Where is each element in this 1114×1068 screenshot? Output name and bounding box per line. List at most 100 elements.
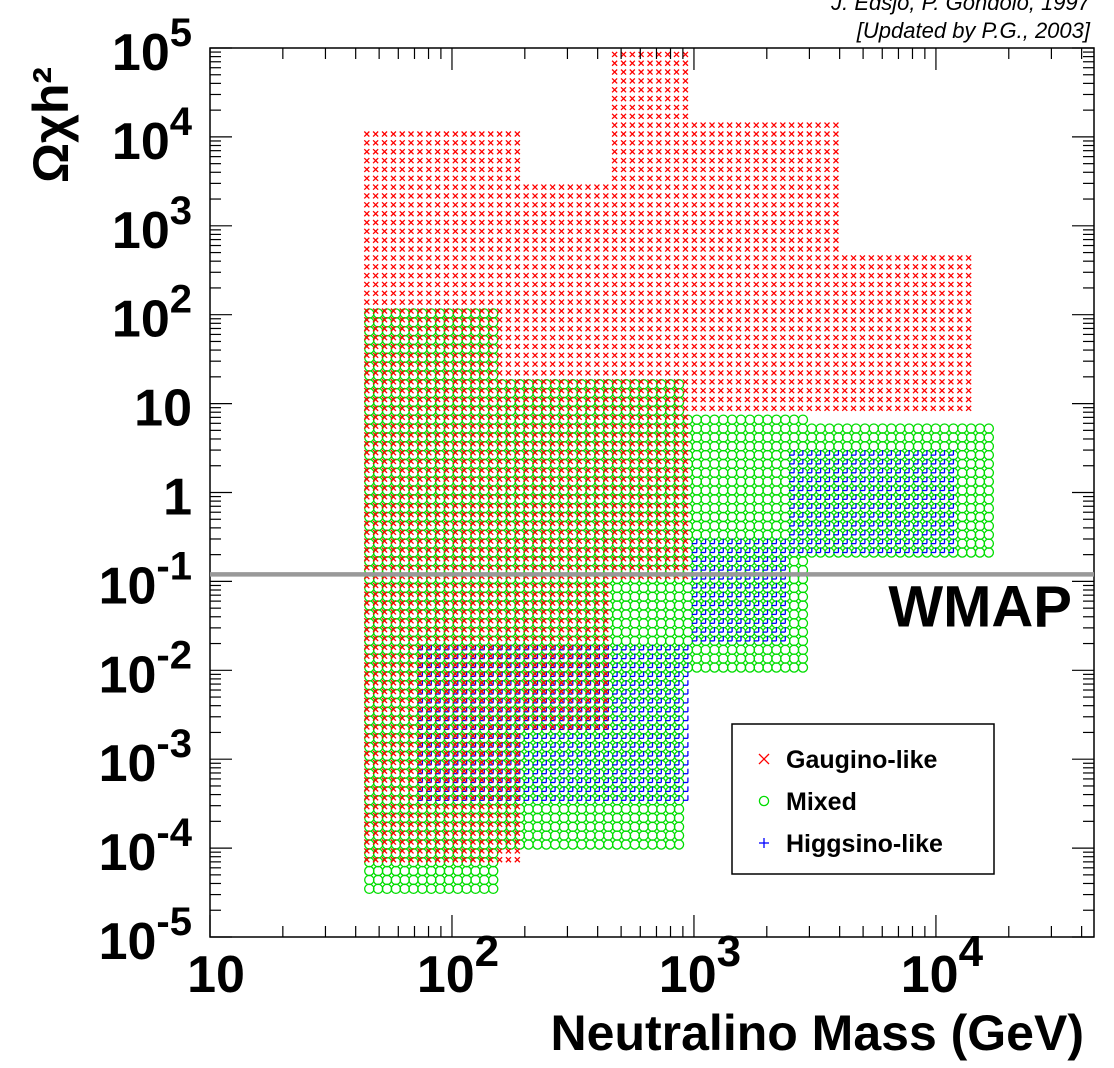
- data-point: [399, 883, 410, 895]
- data-point: [372, 201, 379, 208]
- data-point: [957, 547, 968, 558]
- data-point: [594, 821, 605, 833]
- data-point: [797, 662, 809, 673]
- data-point: [700, 476, 711, 487]
- data-point: [735, 467, 747, 479]
- data-point: [638, 839, 649, 850]
- data-point: [762, 467, 773, 479]
- data-point: [718, 511, 729, 523]
- data-point: [487, 131, 494, 138]
- data-point: [824, 423, 835, 434]
- data-point: [629, 582, 641, 594]
- data-point: [788, 414, 800, 425]
- data-point: [416, 139, 423, 146]
- data-point: [753, 432, 764, 443]
- data-point: [682, 591, 694, 602]
- data-point: [948, 423, 959, 434]
- data-point: [762, 511, 773, 523]
- data-point: [726, 432, 738, 443]
- data-point: [629, 812, 641, 824]
- data-point: [664, 821, 676, 833]
- data-point: [470, 192, 477, 199]
- data-point: [974, 476, 986, 487]
- data-point: [363, 166, 370, 173]
- data-point: [443, 131, 450, 138]
- data-point: [771, 449, 782, 461]
- data-point: [461, 272, 468, 279]
- data-point: [709, 511, 720, 523]
- data-point: [541, 839, 552, 850]
- data-point: [443, 139, 450, 146]
- data-point: [443, 157, 450, 164]
- data-point: [399, 237, 406, 244]
- data-point: [753, 414, 764, 425]
- data-point: [700, 653, 711, 664]
- data-point: [726, 529, 738, 541]
- data-point: [611, 618, 623, 629]
- data-point: [895, 441, 906, 452]
- data-point: [965, 432, 977, 443]
- data-point: [780, 511, 791, 523]
- data-point: [753, 423, 764, 434]
- data-point: [753, 653, 764, 664]
- data-point: [620, 609, 632, 620]
- data-point: [771, 432, 782, 443]
- data-point: [363, 254, 370, 261]
- data-point: [620, 830, 632, 841]
- data-point: [381, 290, 388, 297]
- data-point: [735, 449, 747, 461]
- data-point: [691, 662, 703, 673]
- data-point: [647, 626, 658, 638]
- data-point: [487, 210, 494, 217]
- data-point: [629, 591, 641, 602]
- data-point: [788, 635, 800, 647]
- data-point: [603, 812, 614, 824]
- data-point: [363, 157, 370, 164]
- data-point: [965, 476, 977, 487]
- data-point: [974, 547, 986, 558]
- data-point: [735, 485, 747, 496]
- data-point: [948, 432, 959, 443]
- data-point: [753, 662, 764, 673]
- data-point: [541, 803, 552, 815]
- data-point: [532, 830, 543, 841]
- data-point: [718, 467, 729, 479]
- data-point: [629, 839, 641, 850]
- data-point: [443, 201, 450, 208]
- data-point: [700, 458, 711, 470]
- data-point: [744, 432, 756, 443]
- data-point: [434, 237, 441, 244]
- data-point: [390, 192, 397, 199]
- data-point: [771, 441, 782, 452]
- data-point: [496, 148, 503, 155]
- data-point: [620, 626, 632, 638]
- data-point: [443, 228, 450, 235]
- data-point: [691, 467, 703, 479]
- data-point: [452, 228, 459, 235]
- data-point: [735, 662, 747, 673]
- data-point: [567, 803, 579, 815]
- data-point: [664, 635, 676, 647]
- data-point: [364, 874, 375, 886]
- data-point: [487, 883, 499, 895]
- data-point: [416, 290, 423, 297]
- data-point: [381, 263, 388, 270]
- data-point: [434, 219, 441, 226]
- data-point: [425, 272, 432, 279]
- data-point: [434, 246, 441, 253]
- data-point: [709, 485, 720, 496]
- data-point: [709, 662, 720, 673]
- data-point: [585, 821, 596, 833]
- data-point: [718, 520, 729, 532]
- data-point: [594, 830, 605, 841]
- data-point: [647, 803, 658, 815]
- data-point: [762, 414, 773, 425]
- data-point: [718, 449, 729, 461]
- data-point: [478, 254, 485, 261]
- data-point: [416, 254, 423, 261]
- data-point: [965, 511, 977, 523]
- data-point: [726, 644, 738, 656]
- data-point: [478, 290, 485, 297]
- data-point: [443, 246, 450, 253]
